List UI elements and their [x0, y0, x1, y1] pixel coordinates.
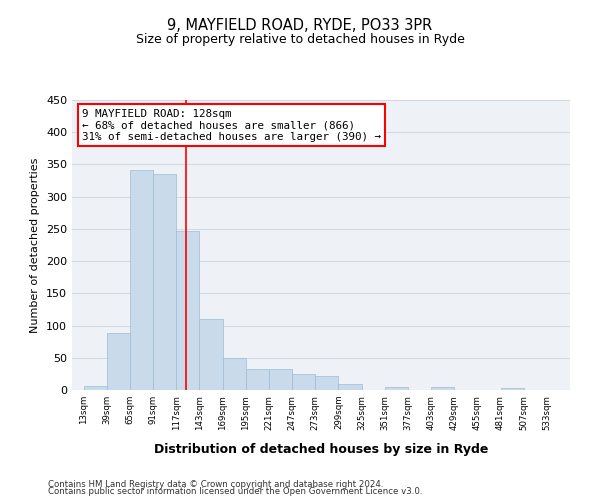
Bar: [107, 334, 130, 390]
Bar: [246, 368, 269, 390]
Text: Contains HM Land Registry data © Crown copyright and database right 2024.: Contains HM Land Registry data © Crown c…: [48, 480, 383, 489]
Text: 9 MAYFIELD ROAD: 128sqm
← 68% of detached houses are smaller (866)
31% of semi-d: 9 MAYFIELD ROAD: 128sqm ← 68% of detache…: [82, 108, 381, 142]
Bar: [500, 388, 524, 390]
Bar: [223, 358, 246, 390]
Bar: [199, 319, 223, 390]
Text: Size of property relative to detached houses in Ryde: Size of property relative to detached ho…: [136, 32, 464, 46]
Bar: [176, 232, 199, 390]
Text: Distribution of detached houses by size in Ryde: Distribution of detached houses by size …: [154, 442, 488, 456]
Bar: [431, 388, 454, 390]
Bar: [153, 174, 176, 390]
Text: Contains public sector information licensed under the Open Government Licence v3: Contains public sector information licen…: [48, 488, 422, 496]
Bar: [83, 386, 107, 390]
Bar: [269, 368, 292, 390]
Bar: [315, 376, 338, 390]
Bar: [385, 387, 408, 390]
Bar: [338, 384, 362, 390]
Y-axis label: Number of detached properties: Number of detached properties: [31, 158, 40, 332]
Text: 9, MAYFIELD ROAD, RYDE, PO33 3PR: 9, MAYFIELD ROAD, RYDE, PO33 3PR: [167, 18, 433, 32]
Bar: [292, 374, 315, 390]
Bar: [130, 170, 153, 390]
